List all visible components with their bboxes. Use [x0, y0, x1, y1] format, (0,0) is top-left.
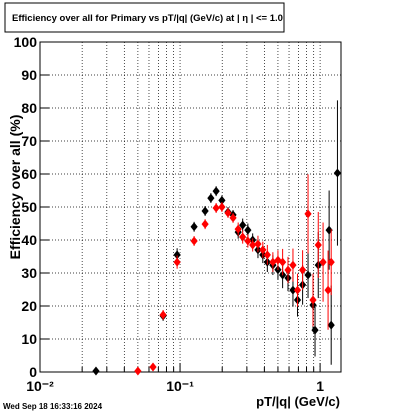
data-point — [218, 202, 226, 212]
data-point — [190, 222, 198, 232]
y-tick-label: 90 — [21, 67, 37, 83]
data-point — [325, 225, 333, 235]
x-tick-label: 10⁻² — [26, 378, 54, 394]
data-point — [269, 257, 277, 267]
data-point — [207, 193, 215, 203]
y-tick-label: 50 — [21, 199, 37, 215]
data-point — [263, 250, 271, 260]
data-point — [201, 206, 209, 216]
data-point — [304, 270, 312, 280]
data-point — [279, 257, 287, 267]
data-point — [244, 236, 252, 246]
y-tick-label: 70 — [21, 133, 37, 149]
data-point — [299, 265, 307, 275]
data-point — [319, 257, 327, 267]
data-point — [234, 224, 242, 234]
data-point — [309, 295, 317, 305]
y-tick-label: 20 — [21, 298, 37, 314]
data-point — [229, 213, 237, 223]
data-point — [249, 240, 257, 250]
y-axis-label: Efficiency over all (%) — [7, 115, 23, 260]
x-tick-label: 1 — [316, 378, 324, 394]
data-point — [284, 265, 292, 275]
data-point — [304, 209, 312, 219]
data-point — [327, 257, 335, 267]
x-axis-label: pT/|q| (GeV/c) — [256, 394, 340, 409]
data-point — [239, 220, 247, 230]
data-point — [324, 285, 332, 295]
data-point — [311, 325, 319, 335]
data-point — [134, 366, 142, 376]
data-point — [293, 285, 302, 295]
data-point — [289, 260, 297, 270]
chart-title: Efficiency over all for Primary vs pT/|q… — [12, 13, 283, 24]
data-point — [274, 255, 282, 265]
data-point — [333, 168, 342, 178]
data-point — [201, 219, 209, 229]
y-tick-label: 0 — [29, 364, 37, 380]
y-tick-label: 80 — [21, 100, 37, 116]
data-point — [212, 203, 220, 213]
data-point — [314, 240, 322, 250]
data-point — [254, 239, 262, 249]
data-point — [224, 208, 232, 218]
data-point — [289, 285, 297, 295]
data-point — [212, 186, 220, 196]
y-tick-label: 30 — [21, 265, 37, 281]
data-point — [244, 225, 252, 235]
data-point — [159, 310, 167, 320]
data-point — [92, 366, 100, 376]
y-tick-label: 10 — [21, 331, 37, 347]
data-point — [149, 362, 157, 372]
data-point — [173, 250, 181, 260]
x-tick-label: 10⁻¹ — [166, 378, 194, 394]
data-point — [239, 232, 247, 242]
y-tick-label: 60 — [21, 166, 37, 182]
title-box — [4, 2, 285, 33]
footer: Wed Sep 18 16:33:16 2024 — [3, 402, 103, 411]
data-point — [218, 195, 226, 205]
y-tick-label: 40 — [21, 232, 37, 248]
data-point — [327, 320, 335, 330]
data-point — [173, 257, 181, 267]
y-tick-label: 100 — [14, 34, 38, 50]
data-point — [190, 236, 198, 246]
data-point — [259, 245, 267, 255]
